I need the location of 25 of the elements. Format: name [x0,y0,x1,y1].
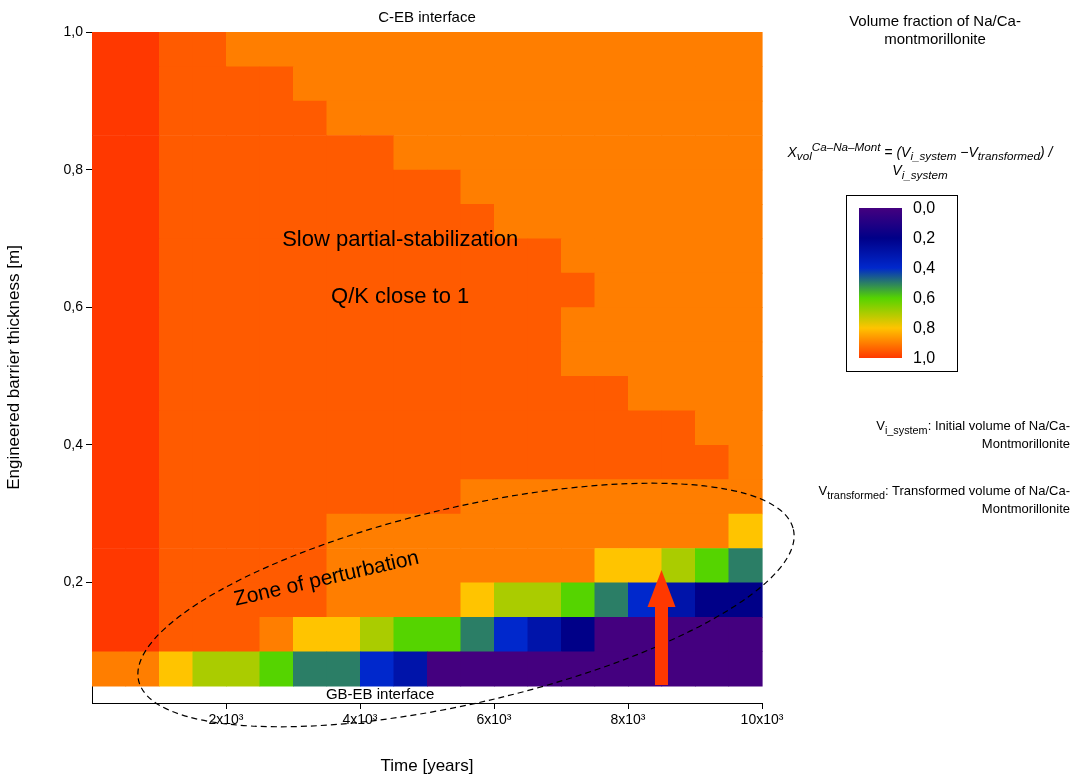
chart-title: C-EB interface [378,8,476,26]
x-axis-title: Time [years] [380,756,474,776]
y-tick-label: 0,2 [63,573,84,590]
text: V$_{transformed}$: Transformed volume of Na/Ca-Montmorillonite [817,483,1070,516]
color-bar-label: 0,4 [913,259,936,277]
color-bar-label: 0,8 [913,319,936,337]
color-bar-label: 0,0 [913,199,936,217]
annotation: Q/K close to 1 [331,283,470,309]
color-bar-label: 1,0 [913,349,936,367]
x-tick-label: 6x10³ [476,711,512,728]
y-tick-label: 0,8 [63,160,84,177]
y-axis-title: Engineered barrier thickness [m] [3,245,23,490]
text: X$_{vol}$$^{Ca–Na–Mont}$ = (V$_{i_system}$ −V$_{transformed}$) / V$_{i_system}$ [787,140,1053,182]
x-tick-label: 10x10³ [740,711,784,728]
color-bar-title: Volume fraction of Na/Ca-montmorillonite [848,12,1022,48]
color-bar-label: 0,2 [913,229,936,247]
y-tick-label: 0,6 [63,298,84,315]
annotation: Slow partial-stabilization [282,226,519,252]
y-tick-label: 0,4 [63,435,84,452]
annotation: GB-EB interface [325,684,435,702]
x-tick-label: 2x10³ [208,711,244,728]
x-tick-label: 8x10³ [610,711,646,728]
text: V$_{i_system}$: Initial volume of Na/Ca-Montmorillonite [875,418,1070,451]
y-tick-label: 1,0 [63,22,84,39]
color-bar-label: 0,6 [913,289,936,307]
